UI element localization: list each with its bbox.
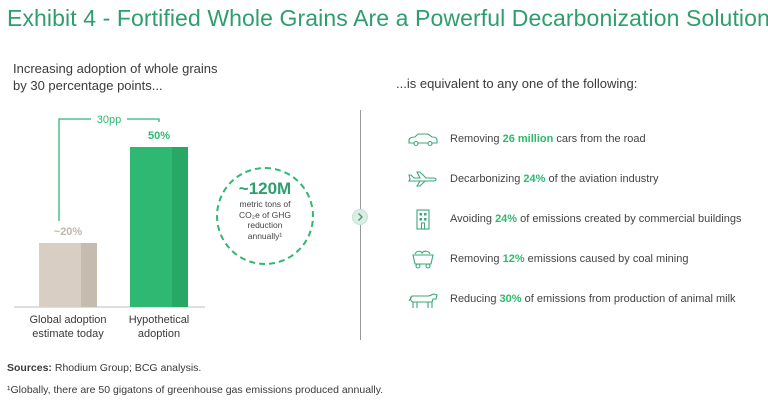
- equivalent-text: Reducing 30% of emissions from productio…: [450, 293, 736, 305]
- footnote: ¹Globally, there are 50 gigatons of gree…: [7, 384, 384, 396]
- ghg-reduction-circle: ~120M metric tons of CO₂e of GHG reducti…: [216, 167, 314, 265]
- car-icon: [406, 128, 440, 150]
- bar-2-shade: [172, 147, 188, 307]
- right-heading: ...is equivalent to any one of the follo…: [396, 76, 638, 91]
- equivalent-prefix: Reducing: [450, 293, 500, 305]
- airplane-icon: [406, 168, 440, 190]
- equivalent-suffix: of emissions created by commercial build…: [517, 213, 742, 225]
- sources-label: Sources:: [7, 362, 52, 374]
- mine-cart-icon: [406, 248, 440, 270]
- equivalent-suffix: of the aviation industry: [545, 173, 659, 185]
- equivalent-highlight: 24%: [523, 173, 546, 185]
- equivalent-suffix: cars from the road: [553, 133, 646, 145]
- equivalent-highlight: 30%: [499, 293, 522, 305]
- difference-label-background: [91, 110, 127, 126]
- equivalent-item: Removing 12% emissions caused by coal mi…: [406, 246, 688, 272]
- equivalent-prefix: Removing: [450, 253, 503, 265]
- equivalent-suffix: of emissions from production of animal m…: [521, 293, 736, 305]
- equivalent-text: Removing 12% emissions caused by coal mi…: [450, 253, 688, 265]
- bar-1-shade: [81, 243, 97, 307]
- equivalent-highlight: 26 million: [502, 133, 554, 145]
- equivalent-item: Avoiding 24% of emissions created by com…: [406, 206, 741, 232]
- category-label-2: Hypothetical adoption: [129, 314, 190, 340]
- equivalent-item: Removing 26 million cars from the road: [406, 126, 646, 152]
- difference-label: 30pp: [97, 114, 121, 126]
- equivalent-suffix: emissions caused by coal mining: [524, 253, 689, 265]
- adoption-bar-chart: 30pp ~20% Global adoption estimate today 50…: [14, 110, 205, 340]
- equivalent-highlight: 24%: [495, 213, 518, 225]
- equivalent-item: Reducing 30% of emissions from productio…: [406, 286, 736, 312]
- left-heading: Increasing adoption of whole grains by 3…: [13, 61, 218, 93]
- data-label-1: ~20%: [54, 226, 83, 238]
- page-title: Exhibit 4 - Fortified Whole Grains Are a…: [7, 5, 768, 31]
- category-label-1: Global adoption estimate today: [29, 314, 106, 340]
- equivalent-text: Removing 26 million cars from the road: [450, 133, 646, 145]
- equivalent-text: Decarbonizing 24% of the aviation indust…: [450, 173, 659, 185]
- equivalent-prefix: Avoiding: [450, 213, 496, 225]
- sources-text: Rhodium Group; BCG analysis.: [51, 362, 202, 374]
- equivalent-item: Decarbonizing 24% of the aviation indust…: [406, 166, 659, 192]
- cow-icon: [406, 288, 440, 310]
- equivalent-text: Avoiding 24% of emissions created by com…: [450, 213, 741, 225]
- chevron-right-icon: [352, 209, 368, 225]
- section-divider: [360, 110, 361, 340]
- building-icon: [406, 208, 440, 230]
- equivalent-prefix: Removing: [450, 133, 503, 145]
- sources-note: Sources: Rhodium Group; BCG analysis.: [7, 362, 201, 374]
- ghg-reduction-value: ~120M: [238, 179, 292, 198]
- ghg-reduction-description: metric tons of CO₂e of GHG reduction ann…: [239, 199, 291, 241]
- equivalent-highlight: 12%: [502, 253, 525, 265]
- equivalent-prefix: Decarbonizing: [450, 173, 524, 185]
- data-label-2: 50%: [148, 130, 170, 142]
